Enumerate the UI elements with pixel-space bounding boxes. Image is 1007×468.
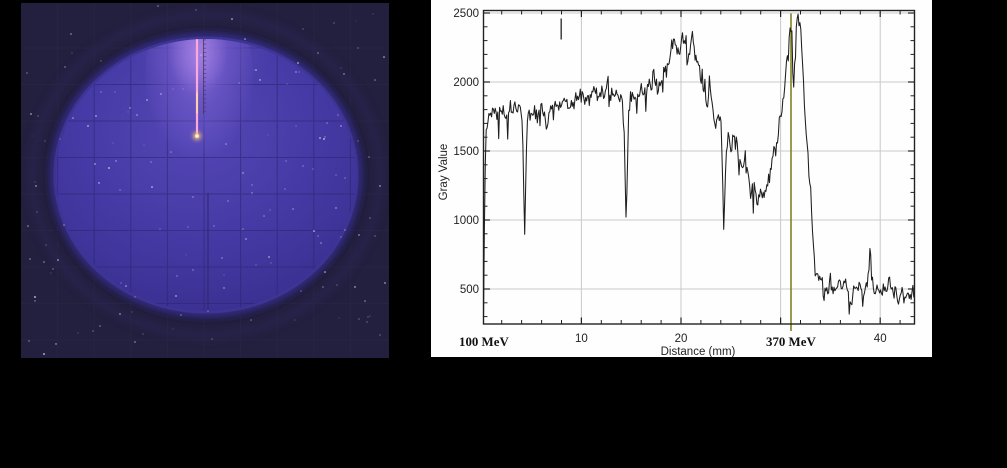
svg-text:Gray Value: Gray Value bbox=[438, 144, 450, 201]
svg-text:10: 10 bbox=[575, 333, 588, 345]
svg-text:Distance (mm): Distance (mm) bbox=[661, 346, 736, 357]
svg-text:40: 40 bbox=[874, 333, 887, 345]
svg-text:1500: 1500 bbox=[453, 146, 479, 158]
svg-text:1000: 1000 bbox=[453, 215, 479, 227]
svg-text:2000: 2000 bbox=[453, 77, 479, 89]
svg-text:20: 20 bbox=[675, 333, 688, 345]
svg-text:500: 500 bbox=[460, 284, 479, 296]
svg-text:2500: 2500 bbox=[453, 8, 479, 20]
svg-text:100 MeV: 100 MeV bbox=[459, 335, 509, 349]
svg-text:370 MeV: 370 MeV bbox=[766, 335, 816, 349]
